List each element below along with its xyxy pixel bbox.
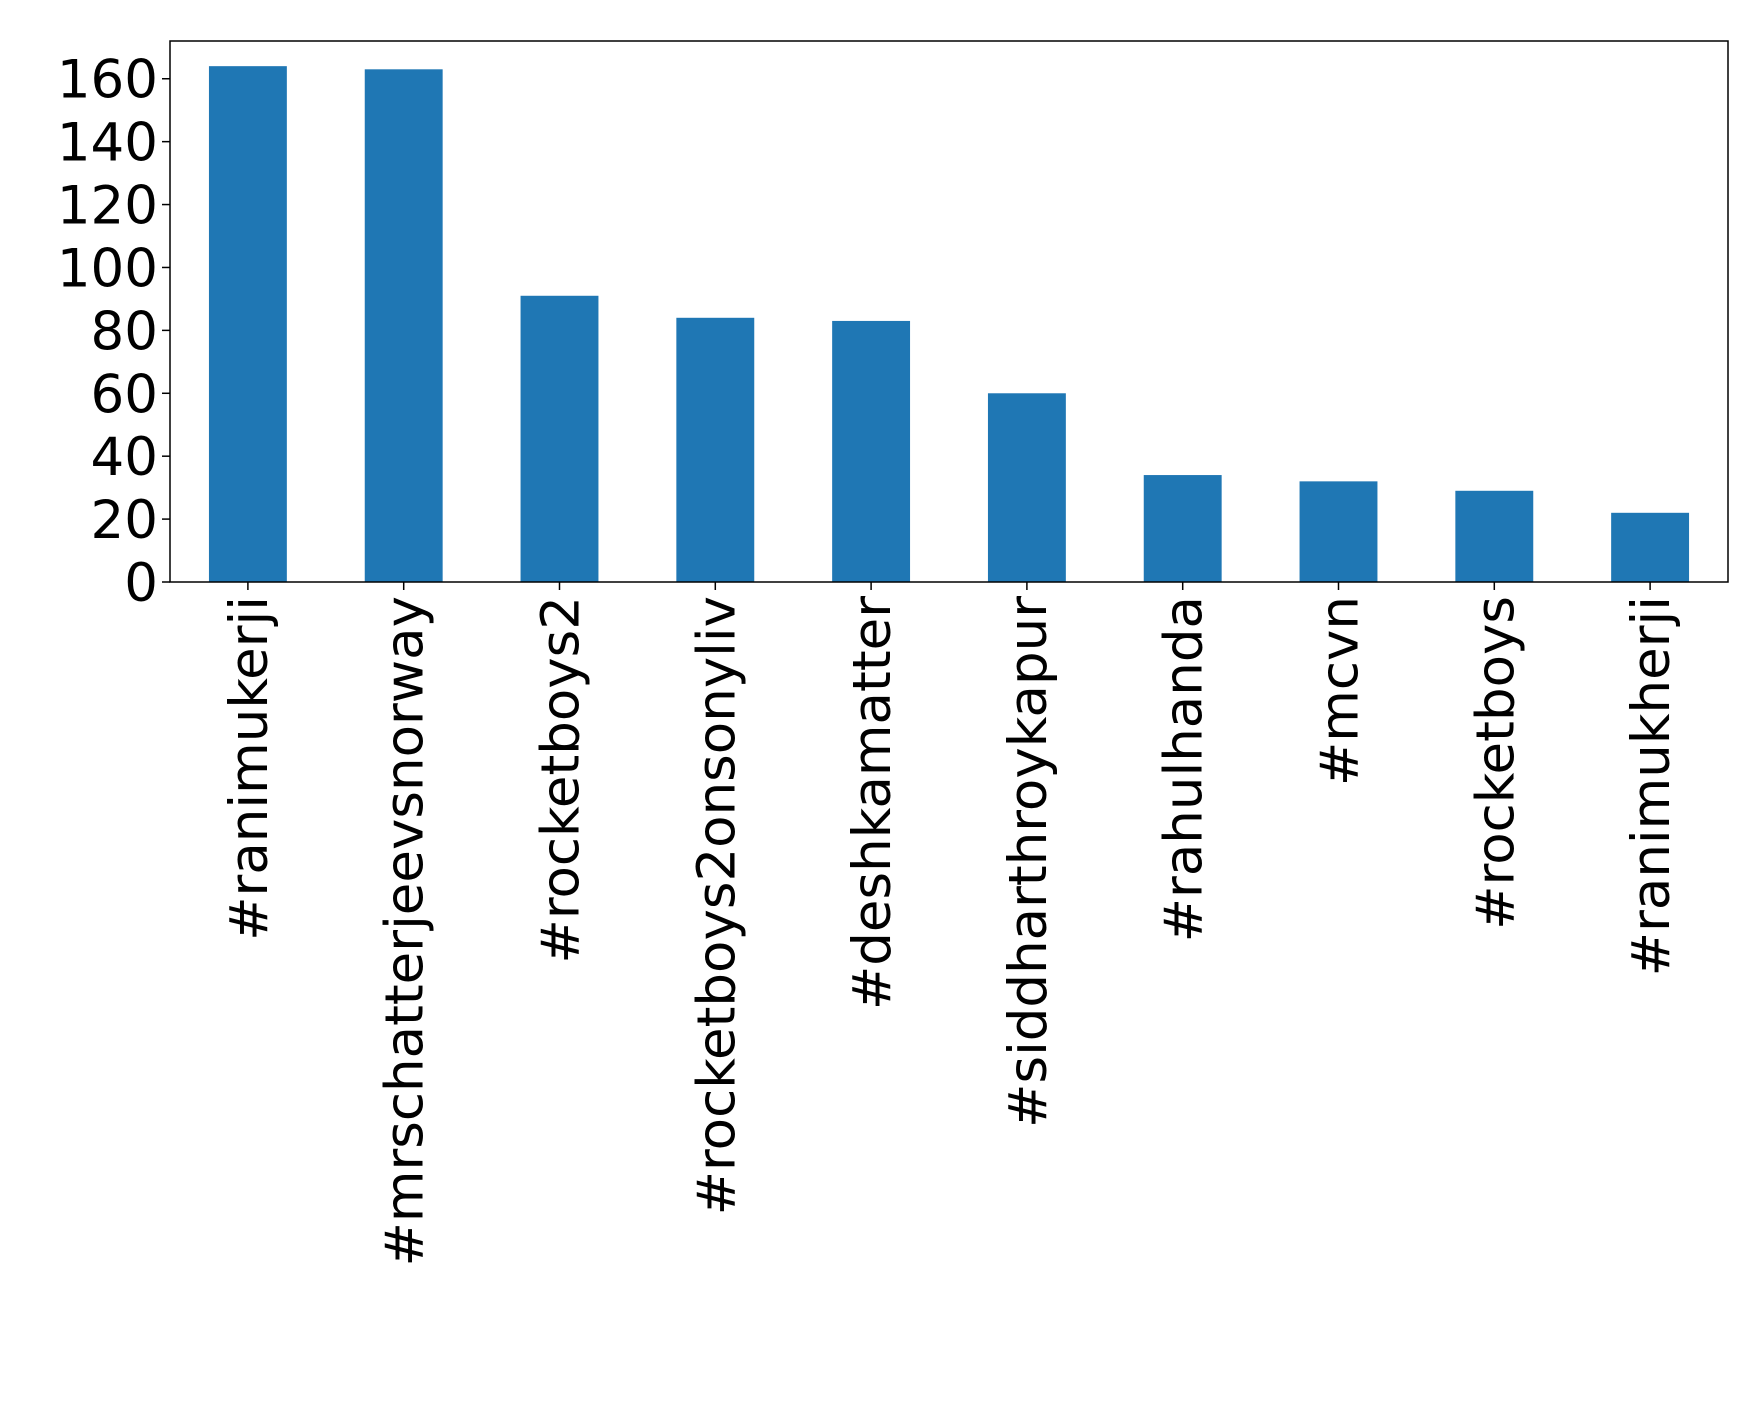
x-tick-label: #rocketboys2 bbox=[531, 596, 592, 964]
bar bbox=[676, 317, 755, 582]
bar bbox=[987, 393, 1066, 582]
x-tick-label: #deshkamatter bbox=[842, 596, 903, 1010]
x-tick-label: #rocketboys bbox=[1465, 596, 1526, 930]
bar bbox=[1455, 490, 1534, 582]
x-tick-label: #ranimukherji bbox=[1621, 596, 1682, 976]
bar bbox=[1143, 475, 1222, 582]
x-tick-label: #mcvn bbox=[1310, 596, 1371, 786]
y-tick-label: 120 bbox=[57, 176, 158, 237]
y-tick-label: 160 bbox=[57, 50, 158, 111]
y-tick-label: 80 bbox=[91, 301, 158, 362]
y-tick-label: 40 bbox=[91, 427, 158, 488]
bar bbox=[520, 295, 599, 582]
y-tick-label: 0 bbox=[124, 553, 158, 614]
y-tick-label: 100 bbox=[57, 238, 158, 299]
y-tick-label: 60 bbox=[91, 364, 158, 425]
bar bbox=[208, 66, 287, 583]
x-tick-label: #rahulhanda bbox=[1154, 596, 1215, 942]
x-tick-label: #ranimukerji bbox=[219, 596, 280, 941]
plot-frame bbox=[169, 40, 1729, 583]
x-tick-label: #siddharthroykapur bbox=[998, 596, 1059, 1128]
x-tick-label: #rocketboys2onsonyliv bbox=[686, 596, 747, 1215]
bar bbox=[1299, 481, 1378, 582]
bar bbox=[832, 320, 911, 582]
bar bbox=[1611, 512, 1690, 582]
bar bbox=[364, 69, 443, 583]
y-tick-label: 20 bbox=[91, 490, 158, 551]
y-tick-label: 140 bbox=[57, 113, 158, 174]
x-tick-label: #mrschatterjeevsnorway bbox=[375, 596, 436, 1267]
